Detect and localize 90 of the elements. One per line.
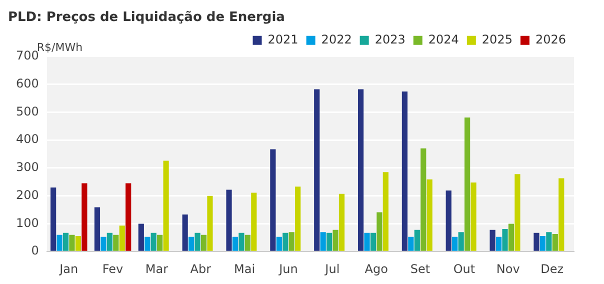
bar (106, 232, 112, 251)
x-tick-label: Jul (324, 262, 340, 276)
bar (320, 232, 326, 251)
bar (288, 232, 294, 251)
bar (496, 236, 502, 251)
bar (452, 236, 458, 251)
bar (314, 89, 320, 251)
bar (508, 224, 514, 251)
bar (126, 183, 132, 251)
bar (232, 236, 238, 251)
bar (540, 236, 546, 251)
x-tick-label: Jun (278, 262, 298, 276)
bar (534, 232, 540, 251)
bar (163, 160, 169, 251)
bar (552, 234, 558, 251)
y-tick-label: 700 (16, 48, 39, 63)
bar (226, 190, 232, 251)
bar (50, 187, 56, 251)
chart-title: PLD: Preços de Liquidação de Energia (8, 10, 285, 25)
bar (464, 117, 470, 251)
x-tick-label: Mar (145, 262, 168, 276)
bar (490, 230, 496, 251)
bar (502, 229, 508, 251)
x-tick-label: Out (453, 262, 476, 276)
y-tick-label: 200 (16, 188, 39, 202)
bar (144, 236, 150, 251)
bar (376, 212, 382, 251)
bar (402, 92, 408, 251)
bar (244, 234, 250, 251)
bar (157, 234, 163, 251)
legend-label: 2021 (268, 32, 298, 47)
bar (426, 179, 432, 251)
bar (82, 183, 88, 251)
bar (358, 89, 364, 251)
bar (100, 236, 106, 251)
bar (138, 224, 144, 251)
bar (514, 174, 520, 251)
y-tick-label: 300 (16, 160, 39, 174)
bar (182, 214, 188, 251)
bar (546, 232, 552, 251)
y-tick-label: 600 (16, 76, 39, 90)
bar (382, 172, 388, 251)
bar (364, 232, 370, 251)
y-tick-label: 400 (16, 132, 39, 146)
x-tick-label: Set (410, 262, 430, 276)
bar (332, 230, 338, 251)
y-tick-label: 500 (16, 104, 39, 118)
x-tick-label: Jan (58, 262, 78, 276)
bar (470, 182, 476, 251)
bar (558, 178, 564, 251)
bar (119, 226, 125, 251)
bar (276, 236, 282, 251)
bar (338, 194, 345, 251)
legend-label: 2026 (535, 32, 566, 47)
bar (62, 232, 69, 251)
bar (326, 232, 332, 251)
x-tick-label: Ago (364, 262, 388, 276)
bar (75, 236, 81, 251)
bar (113, 234, 119, 251)
y-tick-label: 100 (16, 216, 39, 230)
y-tick-label: 0 (31, 244, 39, 258)
legend-label: 2024 (428, 32, 459, 47)
bar (69, 234, 75, 251)
legend-label: 2025 (482, 32, 512, 47)
bar (270, 149, 276, 251)
bar (238, 232, 244, 251)
legend-label: 2023 (374, 32, 406, 47)
bar (295, 186, 301, 251)
bar (150, 232, 156, 251)
bar (420, 148, 426, 251)
bar (408, 236, 414, 251)
bar (414, 230, 420, 251)
bar (56, 234, 62, 251)
legend-label: 2022 (321, 32, 352, 47)
bar (370, 232, 376, 251)
x-tick-label: Abr (190, 262, 212, 276)
bar (94, 207, 100, 251)
x-tick-label: Fev (102, 262, 124, 276)
y-axis-title: R$/MWh (36, 40, 83, 54)
x-tick-label: Dez (540, 262, 564, 276)
x-tick-label: Nov (496, 262, 520, 276)
bar (251, 192, 257, 251)
bar (207, 196, 213, 251)
bar (200, 234, 207, 251)
bar (194, 232, 200, 251)
bar (446, 190, 452, 251)
bar (282, 232, 288, 251)
x-tick-label: Mai (234, 262, 256, 276)
bar (188, 236, 194, 251)
bar (458, 232, 464, 251)
